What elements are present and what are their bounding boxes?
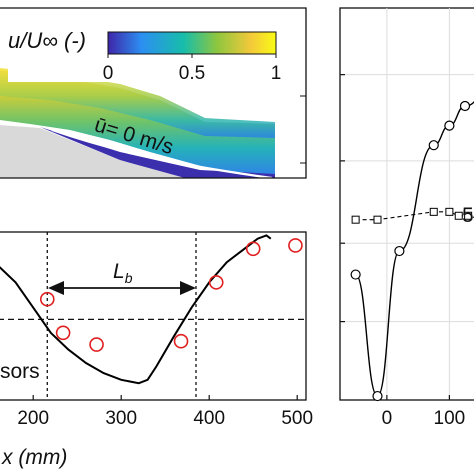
flow-colormap-highspeed bbox=[0, 68, 275, 138]
right-partial-label: 5 bbox=[462, 204, 474, 227]
recirculation-region bbox=[40, 127, 275, 178]
colorbar-tick-label: 1 bbox=[271, 63, 282, 84]
x-tick-label: 400 bbox=[193, 408, 225, 429]
measurement-point bbox=[245, 241, 261, 257]
profile-chart-frame bbox=[0, 231, 307, 401]
x-tick-label: 100 bbox=[434, 408, 466, 429]
span-arrow bbox=[48, 281, 196, 295]
right-chart-frame bbox=[339, 7, 474, 401]
right-circle-point bbox=[372, 390, 383, 402]
right-circle-point bbox=[394, 245, 405, 257]
right-square-point bbox=[429, 207, 438, 216]
right-circle-point bbox=[459, 100, 471, 112]
right-chart: 0 100 5 bbox=[339, 7, 474, 429]
right-square-point bbox=[445, 207, 454, 216]
colorbar-title: u/U∞ (-) bbox=[8, 28, 86, 53]
right-circle-point bbox=[428, 140, 439, 151]
x-tick-label: 200 bbox=[17, 408, 49, 429]
profile-chart: 200 300 400 500 Lb sors x (mm) bbox=[0, 231, 313, 469]
colorbar-tick-label: 0 bbox=[103, 63, 114, 84]
right-square-point bbox=[373, 215, 382, 224]
span-label: Lb bbox=[113, 260, 133, 286]
measurement-point bbox=[89, 337, 104, 352]
right-curve bbox=[354, 101, 474, 397]
colorbar bbox=[107, 31, 277, 55]
right-square-point bbox=[454, 211, 463, 220]
model-curve bbox=[0, 234, 272, 385]
zero-velocity-contour bbox=[51, 128, 273, 178]
right-square-point bbox=[351, 215, 360, 224]
right-square-point bbox=[464, 211, 473, 220]
right-circle-point bbox=[444, 120, 455, 131]
measurement-point bbox=[173, 333, 189, 349]
x-tick-label: 300 bbox=[105, 408, 137, 429]
x-axis-title: x (mm) bbox=[1, 446, 67, 469]
flow-field-panel: ū= 0 m/s u/U∞ (-) 0 0.5 1 bbox=[0, 8, 310, 178]
measurement-point bbox=[288, 238, 303, 253]
ramp-surface bbox=[0, 125, 185, 178]
measurement-point bbox=[208, 275, 224, 290]
x-tick-label: 0 bbox=[382, 408, 393, 429]
legend-background bbox=[0, 358, 44, 384]
colorbar-tick-label: 0.5 bbox=[179, 63, 205, 84]
measurement-point bbox=[55, 325, 71, 341]
legend-partial-label: sors bbox=[0, 360, 40, 383]
flow-panel-frame bbox=[0, 7, 307, 179]
measurement-point bbox=[39, 291, 55, 307]
right-circle-point bbox=[350, 269, 361, 280]
x-tick-label: 500 bbox=[281, 408, 313, 429]
